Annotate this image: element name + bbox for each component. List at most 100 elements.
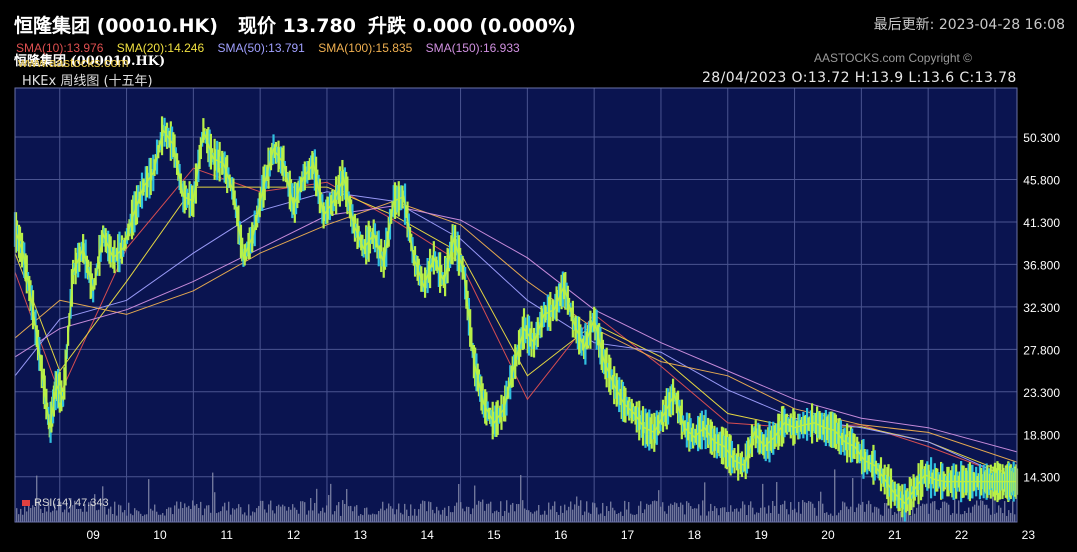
- sma10-legend: SMA(10):13.976: [16, 41, 104, 55]
- volume-bar: [796, 512, 798, 522]
- volume-bar: [960, 514, 962, 522]
- volume-bar: [824, 512, 826, 522]
- volume-bar: [442, 509, 444, 522]
- volume-bar: [282, 504, 284, 522]
- volume-bar: [558, 514, 560, 522]
- volume-bar: [320, 511, 322, 522]
- volume-bar: [204, 508, 206, 522]
- volume-bar: [266, 512, 268, 522]
- volume-bar: [580, 500, 582, 522]
- volume-bar: [996, 512, 998, 522]
- volume-bar: [214, 492, 216, 522]
- volume-bar: [1002, 513, 1004, 522]
- x-tick-label: 11: [221, 528, 234, 542]
- x-tick-label: 22: [955, 528, 969, 542]
- volume-bar: [800, 513, 802, 522]
- volume-bar: [494, 511, 496, 522]
- volume-bar: [674, 502, 676, 522]
- ohlc-readout: 28/04/2023 O:13.72 H:13.9 L:13.6 C:13.78: [702, 70, 1017, 86]
- volume-bar: [164, 515, 166, 522]
- y-tick-label: 32.300: [1023, 301, 1060, 315]
- volume-bar: [906, 508, 908, 522]
- last-updated: 最后更新: 2023-04-28 16:08: [873, 17, 1065, 33]
- volume-bar: [454, 505, 456, 522]
- volume-bar: [760, 507, 762, 522]
- volume-bar: [948, 504, 950, 522]
- volume-bar: [544, 510, 546, 522]
- volume-bar: [768, 505, 770, 522]
- volume-bar: [842, 501, 844, 522]
- volume-bar: [108, 508, 110, 522]
- volume-bar: [920, 505, 922, 522]
- volume-bar: [518, 504, 520, 522]
- volume-bar: [816, 515, 818, 522]
- volume-bar: [636, 514, 638, 522]
- volume-bar: [292, 504, 294, 522]
- volume-bar: [304, 502, 306, 522]
- volume-bar: [862, 501, 864, 522]
- volume-bar: [758, 512, 760, 522]
- volume-bar: [752, 507, 754, 522]
- volume-bar: [782, 504, 784, 522]
- volume-bar: [930, 503, 932, 522]
- volume-bar: [852, 478, 854, 522]
- volume-bar: [298, 513, 300, 522]
- volume-bar: [176, 501, 178, 522]
- volume-bar: [688, 502, 690, 522]
- volume-bar: [944, 501, 946, 522]
- volume-bar: [336, 505, 338, 522]
- volume-bar: [340, 515, 342, 522]
- volume-bar: [200, 501, 202, 522]
- volume-bar: [300, 501, 302, 522]
- volume-bar: [254, 512, 256, 522]
- volume-bar: [316, 488, 318, 522]
- volume-bar: [886, 503, 888, 522]
- volume-bar: [762, 483, 764, 522]
- volume-bar: [662, 502, 664, 522]
- volume-bar: [748, 505, 750, 522]
- volume-bar: [46, 511, 48, 522]
- volume-bar: [178, 508, 180, 522]
- x-tick-label: 13: [354, 528, 368, 542]
- volume-bar: [932, 501, 934, 522]
- volume-bar: [528, 510, 530, 522]
- volume-bar: [972, 506, 974, 522]
- volume-bar: [50, 512, 52, 522]
- volume-bar: [676, 503, 678, 522]
- volume-bar: [52, 510, 54, 522]
- volume-bar: [392, 508, 394, 522]
- volume-bar: [126, 515, 128, 522]
- volume-bar: [968, 507, 970, 522]
- volume-bar: [710, 503, 712, 522]
- volume-bar: [90, 501, 92, 522]
- volume-bar: [16, 508, 18, 522]
- volume-bar: [472, 508, 474, 522]
- volume-bar: [714, 506, 716, 522]
- volume-bar: [38, 500, 40, 522]
- volume-bar: [234, 509, 236, 522]
- volume-bar: [416, 515, 418, 522]
- volume-bar: [700, 515, 702, 522]
- volume-bar: [978, 505, 980, 522]
- volume-bar: [478, 500, 480, 522]
- x-tick-label: 10: [153, 528, 167, 542]
- sma20-legend: SMA(20):14.246: [116, 41, 205, 55]
- volume-bar: [918, 501, 920, 522]
- volume-bar: [992, 477, 994, 522]
- volume-bar: [350, 505, 352, 522]
- volume-bar: [966, 513, 968, 522]
- volume-bar: [154, 504, 156, 522]
- volume-bar: [596, 507, 598, 522]
- volume-bar: [370, 514, 372, 522]
- volume-bar: [464, 511, 466, 522]
- volume-bar: [264, 509, 266, 522]
- volume-bar: [448, 506, 450, 522]
- volume-bar: [92, 504, 94, 522]
- volume-bar: [770, 513, 772, 522]
- volume-bar: [876, 507, 878, 522]
- volume-bar: [990, 514, 992, 522]
- volume-bar: [640, 501, 642, 522]
- volume-bar: [994, 513, 996, 522]
- volume-bar: [616, 514, 618, 522]
